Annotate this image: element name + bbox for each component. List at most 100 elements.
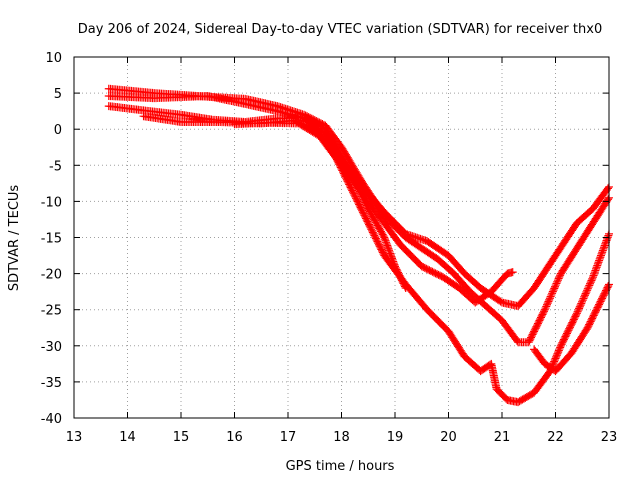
data-point — [547, 290, 556, 299]
data-point — [594, 258, 603, 267]
data-point — [585, 281, 594, 290]
data-point — [543, 299, 552, 308]
data-point — [593, 259, 602, 268]
x-tick-label: 14 — [119, 430, 136, 445]
data-point — [576, 301, 585, 310]
data-point — [508, 268, 517, 277]
data-point — [553, 276, 562, 285]
data-point — [554, 274, 563, 283]
x-tick-label: 23 — [601, 430, 618, 445]
data-point — [586, 279, 595, 288]
axis-ticks — [73, 56, 610, 419]
data-point — [551, 282, 560, 291]
x-tick-label: 17 — [280, 430, 297, 445]
data-point — [575, 302, 584, 311]
data-point — [572, 309, 581, 318]
data-point — [599, 244, 608, 253]
data-point — [604, 195, 613, 204]
data-point — [604, 231, 613, 240]
data-point — [555, 272, 564, 281]
y-tick-label: -30 — [41, 340, 62, 355]
data-point — [603, 184, 612, 193]
data-point — [590, 268, 599, 277]
data-point — [573, 307, 582, 316]
data-point — [588, 273, 597, 282]
series-track-3 — [104, 102, 410, 293]
y-tick-label: -15 — [41, 232, 62, 247]
x-tick-label: 22 — [547, 430, 564, 445]
data-point — [552, 279, 561, 288]
data-point — [553, 277, 562, 286]
data-point — [593, 261, 602, 270]
data-point — [598, 246, 607, 255]
y-tick-label: -40 — [41, 412, 62, 427]
data-point — [542, 302, 551, 311]
data-point — [597, 249, 606, 258]
data-point — [580, 292, 589, 301]
data-point — [582, 287, 591, 296]
data-point — [600, 243, 609, 252]
data-point — [545, 295, 554, 304]
data-point — [544, 297, 553, 306]
y-tick-label: -35 — [41, 376, 62, 391]
data-point — [596, 253, 605, 262]
data-point — [584, 283, 593, 292]
data-point — [579, 294, 588, 303]
data-marks — [104, 84, 613, 407]
data-point — [541, 304, 550, 313]
x-tick-label: 16 — [226, 430, 243, 445]
data-point — [592, 264, 601, 273]
data-point — [551, 281, 560, 290]
y-tick-label: -25 — [41, 304, 62, 319]
data-point — [545, 294, 554, 303]
y-axis-label: SDTVAR / TECUs — [7, 185, 22, 292]
y-tick-label: -5 — [49, 159, 62, 174]
data-point — [578, 297, 587, 306]
x-tick-label: 15 — [173, 430, 190, 445]
data-point — [578, 296, 587, 305]
y-tick-label: 5 — [54, 87, 62, 102]
data-point — [577, 299, 586, 308]
data-point — [540, 305, 549, 314]
data-point — [550, 284, 559, 293]
data-point — [581, 289, 590, 298]
data-point — [595, 254, 604, 263]
data-point — [598, 248, 607, 257]
data-point — [604, 281, 613, 290]
data-point — [548, 287, 557, 296]
data-point — [575, 304, 584, 313]
data-point — [591, 266, 600, 275]
y-tick-label: -10 — [41, 195, 62, 210]
data-point — [586, 278, 595, 287]
data-point — [549, 286, 558, 295]
data-point — [590, 269, 599, 278]
y-tick-label: -20 — [41, 268, 62, 283]
data-point — [580, 291, 589, 300]
y-tick-label: 10 — [45, 51, 62, 66]
data-point — [596, 251, 605, 260]
data-point — [601, 239, 610, 248]
x-tick-label: 18 — [333, 430, 350, 445]
x-axis-label: GPS time / hours — [286, 459, 395, 474]
x-tick-label: 21 — [494, 430, 511, 445]
data-point — [583, 286, 592, 295]
data-point — [589, 271, 598, 280]
data-point — [595, 256, 604, 265]
data-point — [588, 274, 597, 283]
x-tick-label: 19 — [387, 430, 404, 445]
data-point — [603, 234, 612, 243]
data-point — [592, 263, 601, 272]
data-point — [587, 276, 596, 285]
data-point — [546, 292, 555, 301]
data-point — [600, 241, 609, 250]
y-tick-label: 0 — [54, 123, 62, 138]
data-point — [542, 300, 551, 309]
data-point — [548, 289, 557, 298]
x-tick-label: 13 — [66, 430, 83, 445]
data-point — [574, 306, 583, 315]
chart-title: Day 206 of 2024, Sidereal Day-to-day VTE… — [78, 22, 602, 37]
x-tick-labels: 13 14 15 16 17 18 19 20 21 22 23 — [66, 430, 618, 445]
y-tick-labels: 10 5 0 -5 -10 -15 -20 -25 -30 -35 -40 — [41, 51, 62, 427]
data-point — [583, 284, 592, 293]
